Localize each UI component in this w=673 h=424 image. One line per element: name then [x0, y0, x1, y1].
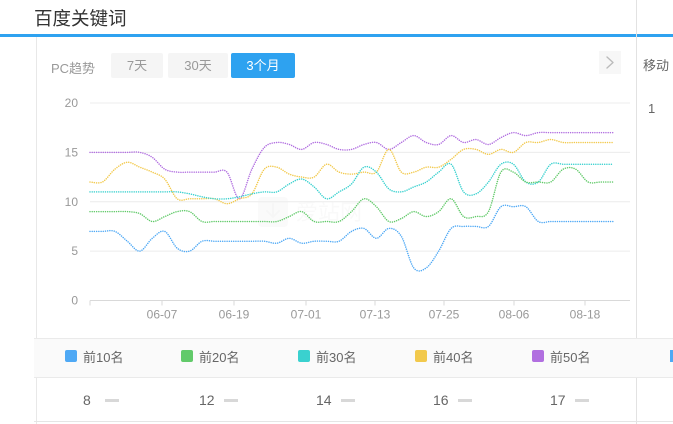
- svg-text:06-07: 06-07: [147, 308, 178, 322]
- svg-text:08-06: 08-06: [499, 308, 530, 322]
- svg-text:爱站网: 爱站网: [296, 200, 362, 225]
- svg-text:07-13: 07-13: [360, 308, 391, 322]
- svg-text:0: 0: [71, 294, 78, 308]
- svg-text:5: 5: [71, 244, 78, 258]
- svg-text:10: 10: [65, 195, 79, 209]
- svg-text:08-18: 08-18: [570, 308, 601, 322]
- svg-text:15: 15: [65, 145, 79, 159]
- svg-text:07-01: 07-01: [291, 308, 322, 322]
- svg-text:06-19: 06-19: [219, 308, 250, 322]
- svg-text:07-25: 07-25: [429, 308, 460, 322]
- svg-text:20: 20: [65, 96, 79, 110]
